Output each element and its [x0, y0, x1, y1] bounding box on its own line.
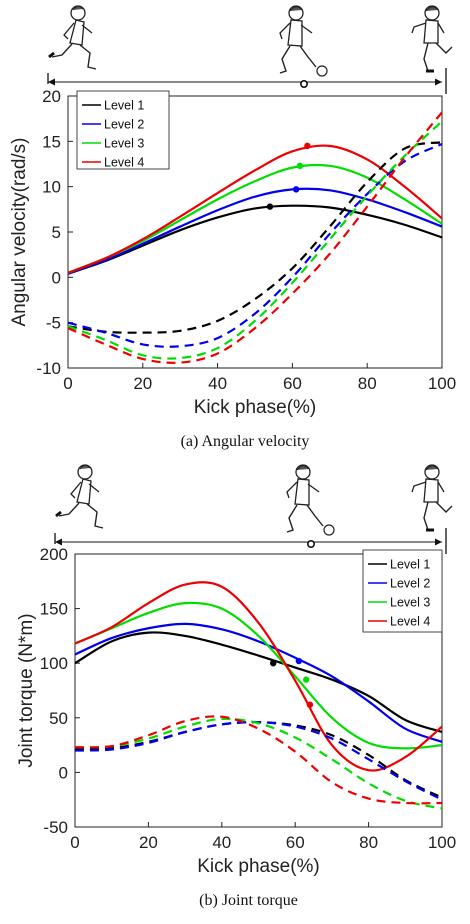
kicker-contact-icon [279, 5, 328, 77]
peak-marker-level-3 [303, 676, 310, 683]
series-line-level-1-solid [67, 204, 443, 275]
series-line-level-1-solid [74, 631, 443, 734]
x-tick-label: 20 [139, 833, 158, 852]
y-tick-label: 150 [40, 600, 68, 619]
legend-label: Level 4 [390, 615, 430, 629]
series-line-level-2-solid [67, 187, 443, 275]
angular-velocity-chart: 0 20 40 60 80 100 -10 -5 0 5 10 15 20 Kick phase(%) An… [9, 4, 456, 450]
legend: Level 1 Level 2 Level 3 Level 4 [362, 549, 443, 633]
series-line-level-2-solid [74, 622, 443, 743]
legend-box [76, 90, 170, 170]
legend-label: Level 2 [104, 118, 144, 132]
x-axis-label: Kick phase(%) [197, 856, 320, 877]
kicker-follow-through-icon [410, 4, 454, 73]
phase-arrow-right-head [435, 78, 442, 86]
y-tick-label: 50 [49, 709, 68, 728]
figure-caption: (a) Angular velocity [181, 433, 310, 450]
y-tick-label: 200 [40, 545, 68, 564]
series-line-level-3-solid [74, 601, 443, 750]
series-line-level-2-dashed [74, 720, 443, 801]
legend-label: Level 1 [104, 99, 144, 113]
legend-label: Level 3 [390, 596, 430, 610]
legend-label: Level 2 [390, 577, 430, 591]
series-line-level-1-dashed [67, 141, 443, 334]
y-axis-label: Angular velocity(rad/s) [9, 137, 30, 326]
x-tick-label: 80 [359, 833, 378, 852]
peak-marker-level-1 [269, 660, 277, 667]
series-line-level-4-dashed [67, 111, 443, 364]
kicker-follow-through-icon [410, 463, 454, 532]
peak-marker-level-4 [306, 701, 314, 708]
y-tick-label: 0 [52, 268, 61, 287]
x-tick-label: 0 [70, 833, 79, 852]
x-axis-label: Kick phase(%) [194, 397, 317, 418]
y-tick-label: 15 [42, 132, 61, 151]
x-tick-label: 20 [133, 374, 152, 393]
x-tick-label: 100 [428, 374, 456, 393]
series-line-level-4-solid [67, 144, 443, 274]
phase-arrow-left-head [55, 538, 62, 546]
series-line-level-2-dashed [67, 143, 443, 348]
x-tick-label: 0 [63, 374, 72, 393]
ball-contact-marker [299, 80, 308, 89]
legend: Level 1 Level 2 Level 3 Level 4 [76, 90, 170, 170]
phase-arrow-right-head [435, 538, 442, 546]
y-tick-label: 0 [59, 763, 68, 782]
kicker-approach-icon [54, 463, 105, 530]
ball-contact-marker [306, 539, 315, 548]
x-tick-label: 60 [283, 374, 302, 393]
y-tick-label: 10 [42, 178, 61, 197]
x-tick-label: 100 [428, 833, 456, 852]
peak-marker-level-3 [296, 162, 304, 170]
series-line-level-4-solid [74, 581, 443, 772]
y-axis-label: Joint torque (N*m) [16, 613, 37, 767]
phase-arrow-left-head [48, 78, 55, 86]
x-tick-label: 40 [208, 374, 227, 393]
kicker-approach-icon [47, 4, 98, 71]
figure-caption: (b) Joint torque [199, 892, 298, 909]
x-tick-label: 60 [286, 833, 305, 852]
legend-label: Level 4 [104, 156, 144, 170]
peak-marker-level-4 [304, 142, 311, 150]
series-line-level-1-dashed [74, 721, 443, 799]
series-line-level-3-dashed [74, 717, 443, 810]
legend-label: Level 3 [104, 137, 144, 151]
y-tick-label: -5 [46, 314, 61, 333]
legend-label: Level 1 [390, 558, 430, 572]
series-line-level-4-dashed [74, 715, 443, 805]
y-tick-label: 100 [40, 654, 68, 673]
plot-frame [74, 553, 443, 828]
peak-marker-level-1 [266, 203, 274, 210]
peak-marker-level-2 [292, 186, 300, 193]
y-tick-label: 20 [42, 87, 61, 106]
x-tick-label: 80 [358, 374, 377, 393]
series-line-level-3-dashed [67, 120, 443, 360]
kicker-contact-icon [286, 464, 335, 536]
y-tick-label: -50 [43, 818, 68, 837]
x-tick-label: 40 [212, 833, 231, 852]
peak-marker-level-2 [295, 657, 303, 665]
y-tick-label: -10 [36, 359, 61, 378]
y-tick-label: 5 [52, 223, 61, 242]
